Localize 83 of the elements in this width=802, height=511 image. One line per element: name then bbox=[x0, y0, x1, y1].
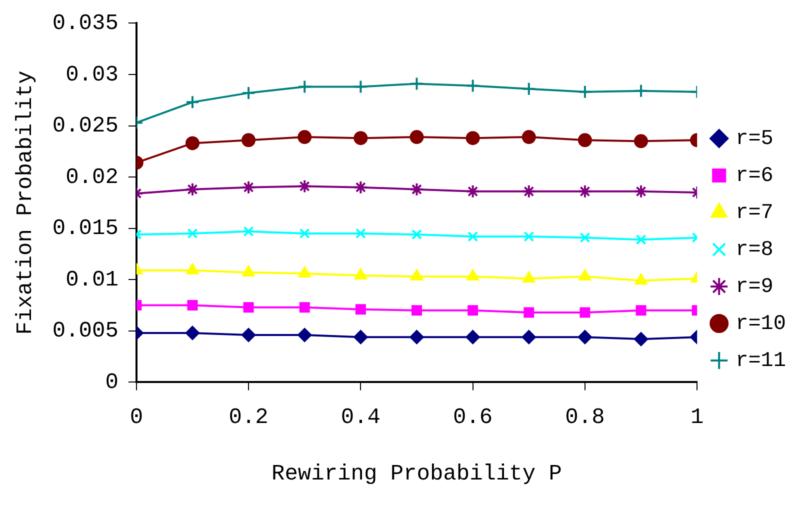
y-tick-label: 0.005 bbox=[52, 318, 118, 344]
x-tick-label: 1 bbox=[690, 405, 704, 430]
y-axis-title: Fixation Probability bbox=[13, 70, 38, 335]
legend-label: r=5 bbox=[736, 128, 774, 152]
y-tick-label: 0.015 bbox=[52, 216, 118, 242]
y-tick-label: 0.035 bbox=[52, 11, 118, 36]
point bbox=[354, 80, 368, 94]
point bbox=[522, 272, 536, 283]
point bbox=[580, 232, 590, 243]
point bbox=[185, 326, 200, 340]
point bbox=[466, 184, 480, 198]
point bbox=[522, 130, 536, 144]
point bbox=[524, 307, 534, 318]
x-tick-label: 0.8 bbox=[565, 405, 605, 430]
point bbox=[355, 228, 366, 239]
point bbox=[299, 228, 310, 239]
x-tick-label: 0.4 bbox=[340, 405, 380, 430]
point bbox=[410, 76, 424, 91]
legend-label: r=11 bbox=[736, 350, 786, 374]
point bbox=[634, 84, 648, 98]
point bbox=[466, 330, 480, 344]
point bbox=[410, 330, 424, 344]
point bbox=[410, 182, 424, 196]
point bbox=[412, 229, 422, 240]
y-tick-label: 0.02 bbox=[66, 164, 118, 190]
point bbox=[634, 134, 648, 148]
x-axis-title: Rewiring Probability P bbox=[272, 462, 562, 487]
point bbox=[468, 305, 478, 316]
y-tick-label: 0 bbox=[105, 370, 118, 396]
y-tick-label: 0.025 bbox=[52, 114, 118, 139]
point bbox=[524, 231, 534, 242]
point bbox=[522, 184, 536, 198]
legend-label: r=7 bbox=[736, 202, 774, 226]
point bbox=[187, 228, 198, 239]
point bbox=[466, 131, 480, 146]
point bbox=[580, 307, 590, 318]
point bbox=[354, 131, 368, 146]
point bbox=[187, 300, 198, 311]
point bbox=[242, 328, 256, 342]
legend-label: r=10 bbox=[736, 313, 786, 336]
point bbox=[185, 182, 200, 196]
point bbox=[242, 180, 256, 194]
point bbox=[410, 130, 424, 144]
point bbox=[466, 78, 480, 93]
point bbox=[243, 226, 254, 237]
point bbox=[355, 304, 366, 315]
point bbox=[242, 133, 256, 148]
point bbox=[412, 305, 422, 316]
point bbox=[578, 270, 592, 281]
point bbox=[298, 328, 312, 342]
point bbox=[410, 270, 423, 281]
point bbox=[634, 274, 648, 285]
legend-label: r=8 bbox=[736, 239, 774, 262]
point bbox=[298, 80, 312, 94]
point bbox=[578, 84, 592, 99]
legend-label: r=9 bbox=[736, 276, 774, 300]
point bbox=[578, 133, 592, 148]
y-tick-label: 0.01 bbox=[66, 267, 118, 292]
point bbox=[636, 305, 646, 316]
point bbox=[299, 302, 310, 313]
x-tick-label: 0.2 bbox=[228, 405, 268, 430]
point bbox=[468, 231, 478, 242]
point bbox=[242, 86, 256, 100]
point bbox=[354, 180, 368, 194]
point bbox=[466, 270, 480, 281]
point bbox=[522, 82, 536, 96]
point bbox=[298, 130, 312, 144]
point bbox=[634, 332, 648, 346]
point bbox=[298, 179, 312, 194]
point bbox=[354, 330, 368, 344]
point bbox=[243, 302, 254, 313]
x-tick-label: 0 bbox=[130, 405, 144, 430]
point bbox=[636, 234, 646, 245]
x-tick-label: 0.6 bbox=[453, 405, 493, 430]
point bbox=[522, 330, 536, 344]
point bbox=[185, 95, 200, 110]
y-tick-label: 0.03 bbox=[66, 62, 118, 88]
point bbox=[634, 184, 648, 198]
point bbox=[578, 330, 592, 344]
point bbox=[185, 136, 200, 150]
point bbox=[578, 184, 592, 198]
point bbox=[354, 268, 367, 280]
legend-label: r=6 bbox=[736, 165, 774, 188]
